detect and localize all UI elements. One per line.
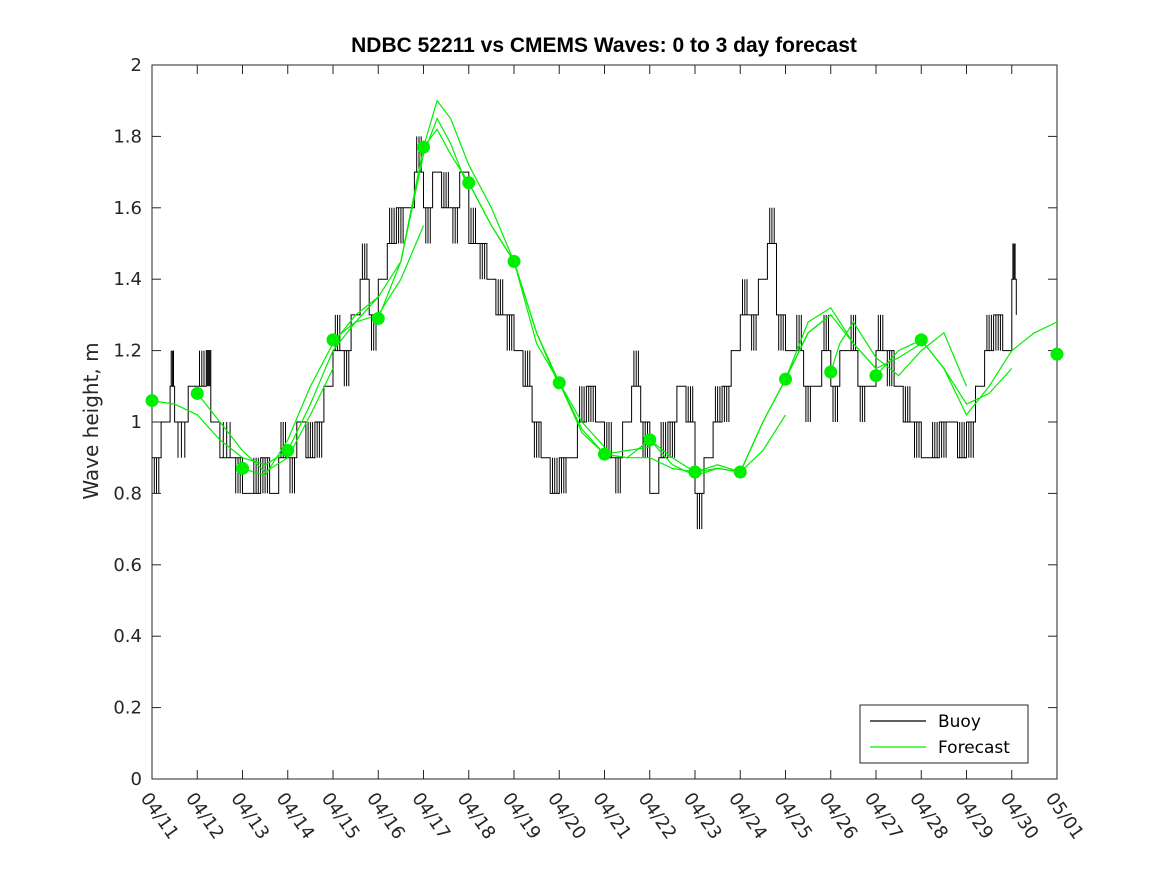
legend: Buoy Forecast [859, 704, 1029, 764]
forecast-analysis-point [371, 311, 385, 325]
y-tick-label: 0.4 [113, 626, 142, 647]
forecast-analysis-point [824, 365, 838, 379]
forecast-analysis-point [733, 465, 747, 479]
forecast-analysis-point [552, 376, 566, 390]
forecast-analysis-point [417, 140, 430, 154]
forecast-run-line [830, 320, 968, 387]
forecast-analysis-point [145, 394, 159, 408]
forecast-analysis-point [869, 369, 883, 383]
forecast-run-line [649, 414, 787, 473]
forecast-run-line [242, 296, 379, 477]
y-tick-label: 1.8 [113, 126, 142, 147]
forecast-run-line [377, 99, 515, 319]
forecast-run-line [513, 261, 650, 455]
forecast-analysis-point [507, 254, 521, 268]
forecast-analysis-point [643, 433, 657, 447]
forecast-analysis-point [598, 447, 611, 461]
forecast-analysis-point [1050, 347, 1064, 361]
y-tick-label: 1.2 [113, 341, 142, 362]
chart-title: NDBC 52211 vs CMEMS Waves: 0 to 3 day fo… [351, 34, 857, 57]
forecast-run-line [468, 182, 605, 448]
forecast-run-line [332, 117, 470, 341]
y-tick-label: 0.8 [113, 483, 142, 504]
legend-label: Forecast [938, 738, 1010, 758]
forecast-analysis-point [779, 372, 792, 386]
legend-label: Buoy [938, 712, 981, 732]
forecast-analysis-point [281, 444, 295, 458]
forecast-analysis-point [236, 461, 249, 475]
y-axis-label: Wave height, m [79, 342, 103, 499]
forecast-run-line [784, 314, 922, 380]
y-tick-label: 2 [131, 55, 142, 76]
y-tick-label: 1 [131, 412, 142, 433]
y-tick-label: 0 [131, 769, 142, 790]
forecast-analysis-point [914, 333, 928, 347]
forecast-analysis-point [190, 386, 204, 400]
forecast-analysis-point [688, 465, 702, 479]
forecast-analysis-point [462, 176, 476, 190]
forecast-run-line [151, 400, 289, 466]
forecast-run-line [196, 368, 334, 473]
forecast-analysis-point [326, 333, 340, 347]
y-tick-label: 1.4 [113, 269, 142, 290]
buoy-series-line [152, 136, 1017, 530]
y-tick-label: 0.6 [113, 555, 142, 576]
y-tick-label: 1.6 [113, 198, 142, 219]
legend-box [859, 704, 1029, 764]
y-tick-label: 0.2 [113, 698, 142, 719]
forecast-run-line [920, 321, 1058, 417]
